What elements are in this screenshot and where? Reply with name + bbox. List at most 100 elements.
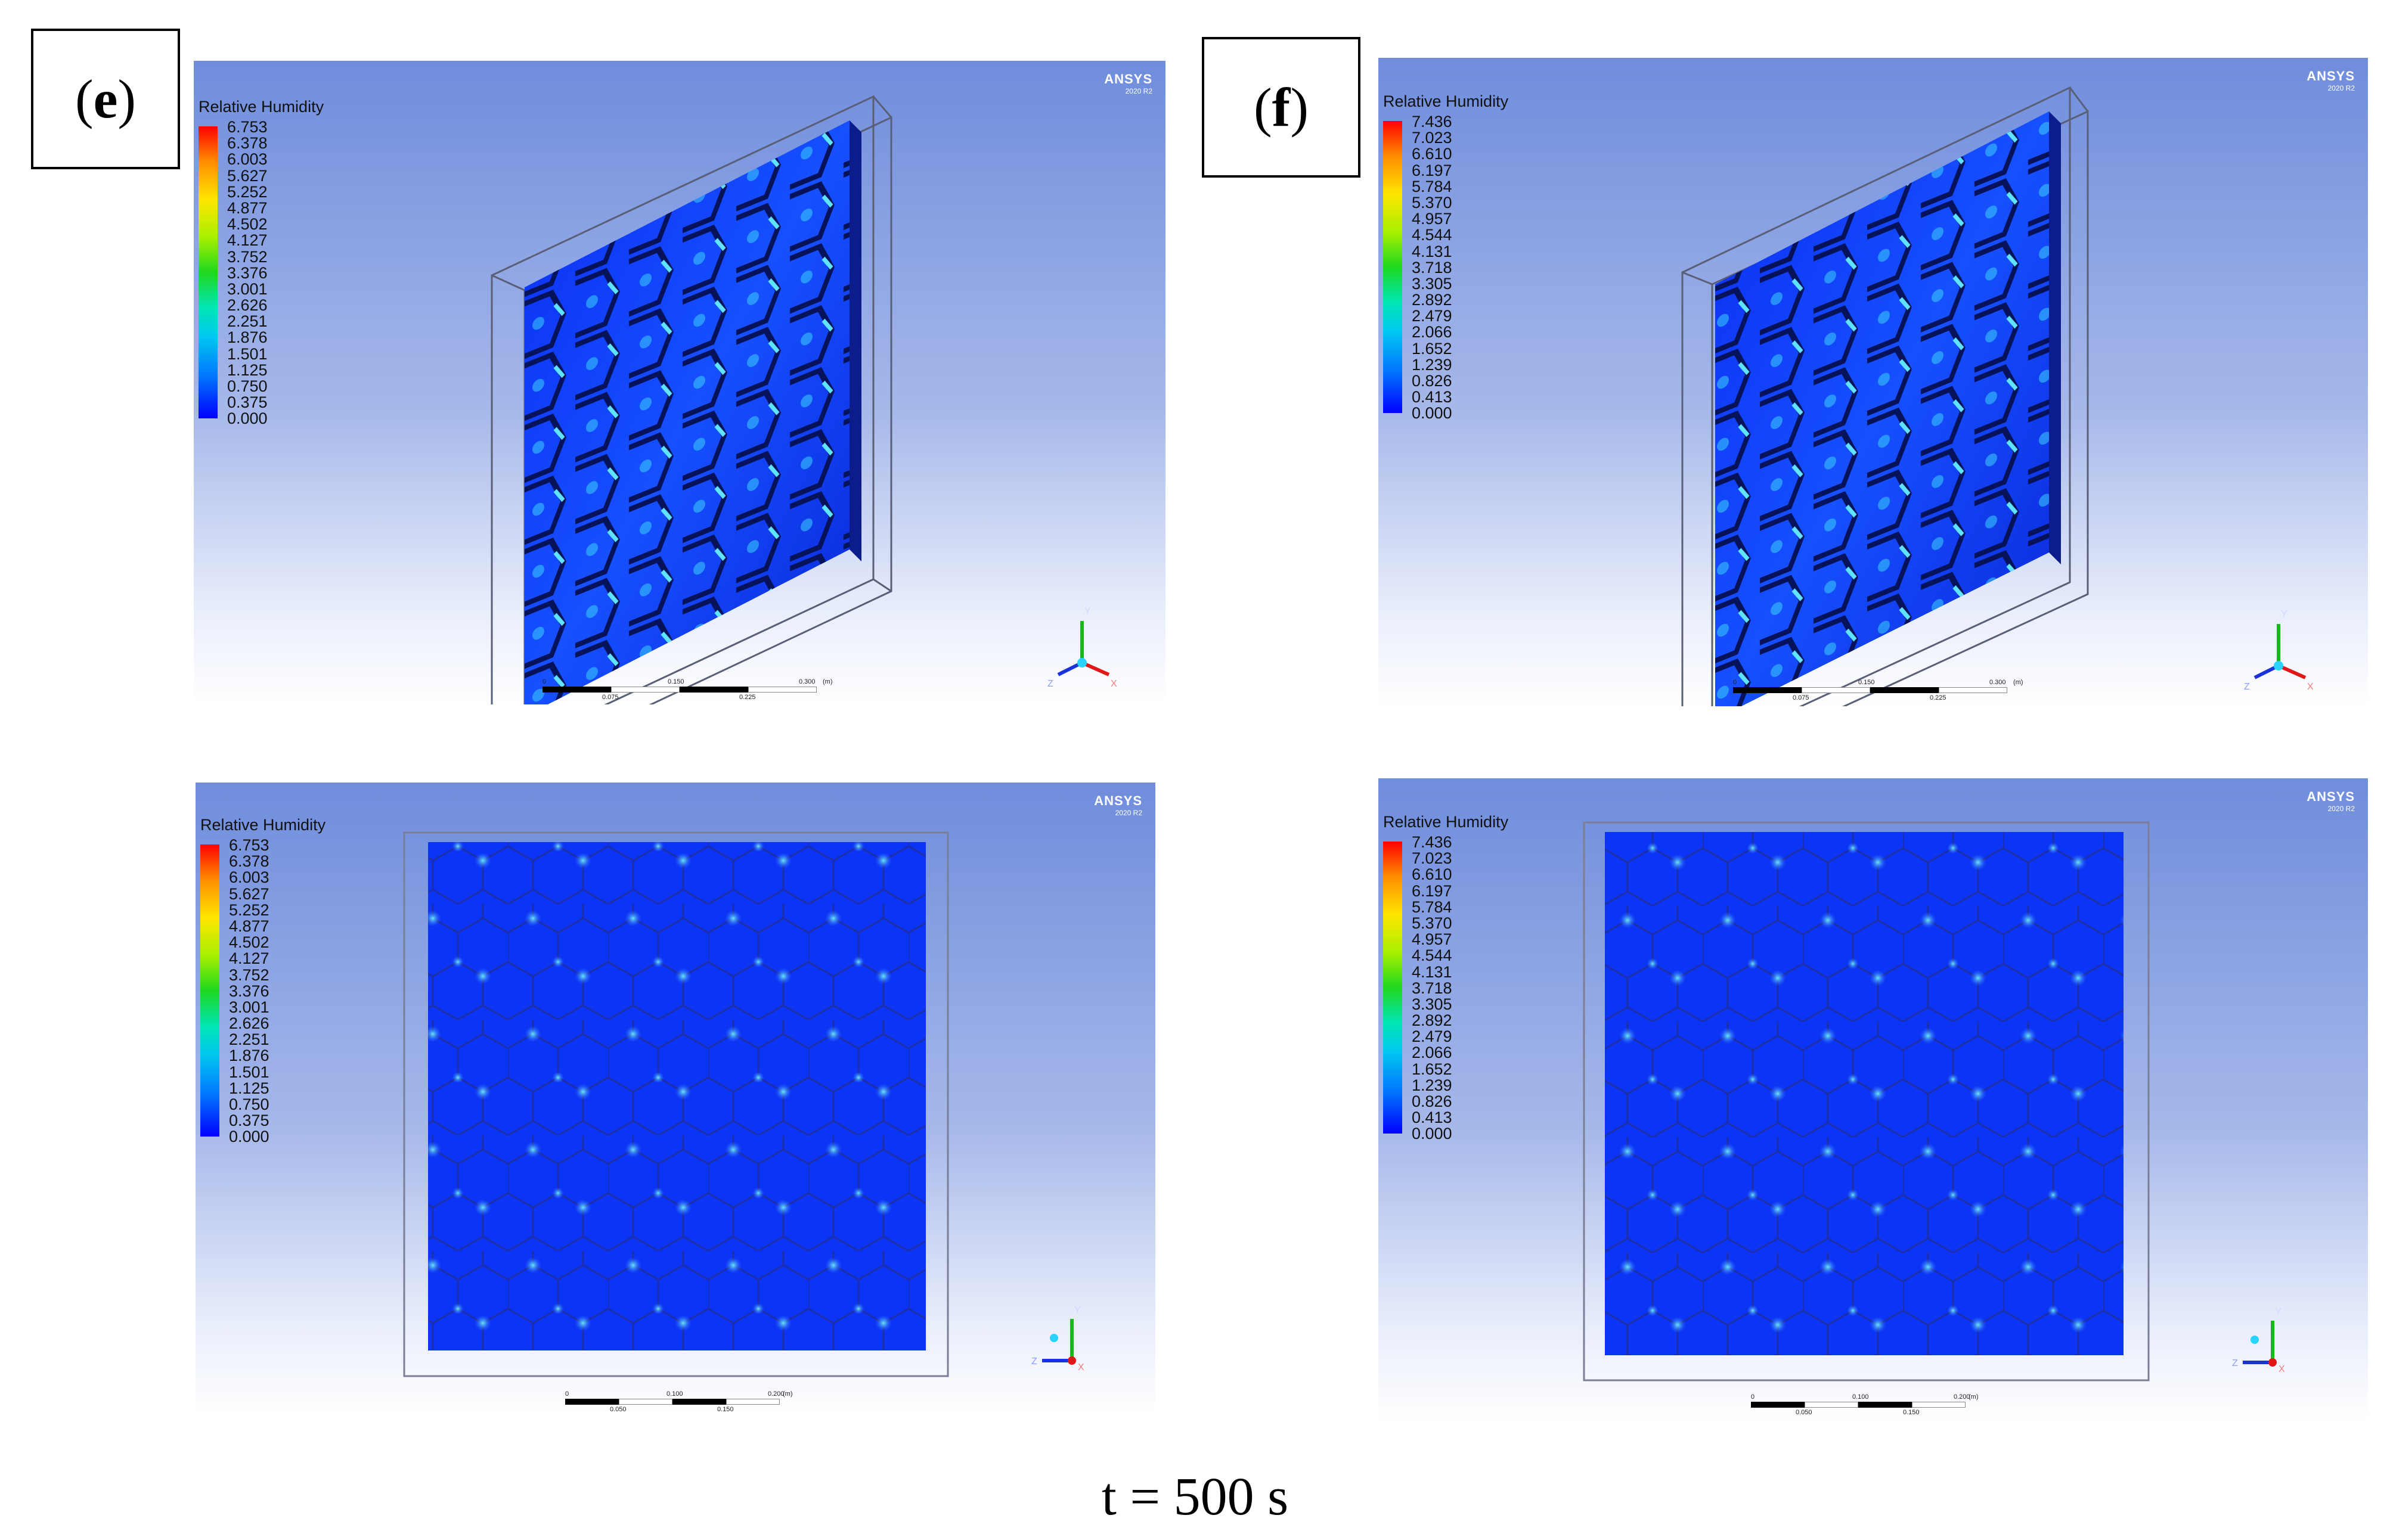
legend-tick: 3.305 [1412, 995, 1452, 1013]
honeycomb-cells [525, 120, 850, 704]
legend-tick: 4.957 [1412, 210, 1452, 228]
legend-ticks: 7.436 7.023 6.610 6.197 5.784 5.370 4.957 4.544… [1412, 834, 1452, 1142]
scale-segment-light [1912, 1402, 1966, 1408]
logo-version: 2020 R2 [1125, 87, 1152, 95]
legend-tick: 2.066 [1412, 323, 1452, 341]
scale-segment-dark [1858, 1402, 1912, 1408]
view-e-isometric: Relative Humidity 6.753 6.378 6.003 5.627 5.… [194, 61, 1165, 704]
scale-segment-dark [565, 1399, 619, 1405]
legend-tick: 2.479 [1412, 1027, 1452, 1046]
legend-tick: 6.378 [229, 852, 269, 871]
scale-sub-2: 0.225 [739, 694, 756, 701]
axis-x-label: X [1111, 679, 1117, 689]
scale-tick-2: 0.200 [768, 1390, 785, 1398]
legend-tick: 5.370 [1412, 914, 1452, 932]
legend-tick: 0.413 [1412, 388, 1452, 406]
panel-label-e: (e) [31, 29, 180, 169]
colorbar [1383, 842, 1402, 1134]
legend-tick: 7.023 [1412, 849, 1452, 868]
legend-tick: 2.066 [1412, 1044, 1452, 1062]
legend-tick: 0.413 [1412, 1109, 1452, 1127]
scale-segment-light [1805, 1402, 1858, 1408]
ansys-logo: ANSYS 2020 R2 [2307, 789, 2355, 813]
legend-tick: 4.544 [1412, 946, 1452, 965]
scale-sub-2: 0.225 [1930, 694, 1946, 701]
honeycomb-front [428, 842, 926, 1350]
legend-tick: 0.750 [227, 377, 268, 395]
legend-title: Relative Humidity [1383, 92, 1509, 110]
logo-version: 2020 R2 [1115, 809, 1142, 817]
scale-segment-dark [1751, 1402, 1805, 1408]
label-letter: e [93, 69, 118, 129]
legend-tick: 6.003 [229, 868, 269, 887]
scale-segment-light [1802, 687, 1870, 693]
time-caption: t = 500 s [1101, 1467, 1289, 1526]
honeycomb-front [1605, 832, 2124, 1355]
domain-box-outline [403, 831, 949, 1377]
legend-title: Relative Humidity [199, 98, 324, 116]
legend-tick: 3.718 [1412, 258, 1452, 277]
legend-tick: 6.610 [1412, 865, 1452, 884]
legend-tick: 2.626 [229, 1014, 269, 1033]
legend-tick: 3.752 [227, 247, 268, 266]
view-e-front: Relative Humidity 6.753 6.378 6.003 5.627 5.… [196, 783, 1155, 1415]
scale-sub-1: 0.050 [1796, 1409, 1812, 1416]
logo-brand: ANSYS [1094, 793, 1142, 808]
scale-sub-1: 0.075 [1793, 694, 1809, 701]
slab-side [850, 120, 861, 561]
panel-label-f: (f) [1202, 37, 1360, 178]
legend-tick: 2.251 [227, 312, 268, 331]
legend-tick: 5.252 [227, 182, 268, 201]
legend-tick: 2.892 [1412, 1011, 1452, 1030]
legend-tick: 0.826 [1412, 372, 1452, 390]
ansys-logo: ANSYS 2020 R2 [1094, 793, 1142, 817]
legend-tick: 1.501 [227, 344, 268, 363]
legend-ticks: 6.753 6.378 6.003 5.627 5.252 4.877 4.502 4.127… [229, 837, 269, 1145]
legend-tick: 3.305 [1412, 274, 1452, 293]
scale-sub-1: 0.050 [610, 1406, 627, 1413]
legend-tick: 6.753 [227, 118, 268, 136]
legend-tick: 6.003 [227, 150, 268, 169]
axis-z-label: Z [1047, 679, 1053, 689]
ansys-logo: ANSYS 2020 R2 [1104, 72, 1152, 95]
legend-tick: 2.251 [229, 1030, 269, 1049]
ansys-logo: ANSYS 2020 R2 [2307, 69, 2355, 92]
view-f-front: Relative Humidity 7.436 7.023 6.610 6.197 5.… [1378, 778, 2368, 1422]
legend-tick: 4.127 [229, 949, 269, 968]
isometric-honeycomb-render [1681, 86, 2089, 706]
legend-tick: 7.436 [1412, 113, 1452, 131]
colorbar [199, 126, 218, 418]
legend-tick: 0.000 [1412, 404, 1452, 423]
legend-tick: 0.000 [227, 409, 268, 428]
legend-tick: 3.718 [1412, 979, 1452, 997]
scale-unit: (m) [823, 678, 833, 685]
legend-tick: 5.370 [1412, 193, 1452, 212]
scale-sub-1: 0.075 [602, 694, 619, 701]
honeycomb-cells [1715, 111, 2049, 706]
front-honeycomb-render [1583, 821, 2150, 1381]
view-f-isometric: Relative Humidity 7.436 7.023 6.610 6.197 5.… [1378, 58, 2368, 706]
scale-segment-light [1939, 687, 2007, 693]
logo-brand: ANSYS [2307, 789, 2355, 804]
scale-tick-0: 0 [1751, 1393, 1755, 1401]
scale-bar: 0 0.150 0.300 (m) 0.075 0.225 [1733, 679, 2023, 703]
legend-tick: 3.001 [229, 998, 269, 1016]
axis-triad: Y X Z [1047, 606, 1117, 689]
scale-segment-light [748, 687, 817, 693]
scale-segment-dark [1733, 687, 1802, 693]
legend-tick: 4.131 [1412, 962, 1452, 981]
legend-tick: 1.125 [229, 1079, 269, 1097]
axis-x-label: X [1078, 1362, 1084, 1373]
legend-tick: 0.750 [229, 1095, 269, 1113]
label-close-paren: ) [1290, 77, 1309, 138]
legend-tick: 3.001 [227, 280, 268, 298]
scale-unit: (m) [783, 1390, 793, 1398]
domain-box-outline [1583, 821, 2150, 1381]
legend-tick: 2.892 [1412, 291, 1452, 309]
legend-tick: 4.502 [227, 215, 268, 234]
scale-tick-1: 0.100 [667, 1390, 683, 1398]
colorbar [1383, 121, 1402, 413]
scale-tick-2: 0.200 [1954, 1393, 1970, 1401]
label-open-paren: ( [1254, 77, 1272, 138]
legend-tick: 5.627 [227, 166, 268, 185]
